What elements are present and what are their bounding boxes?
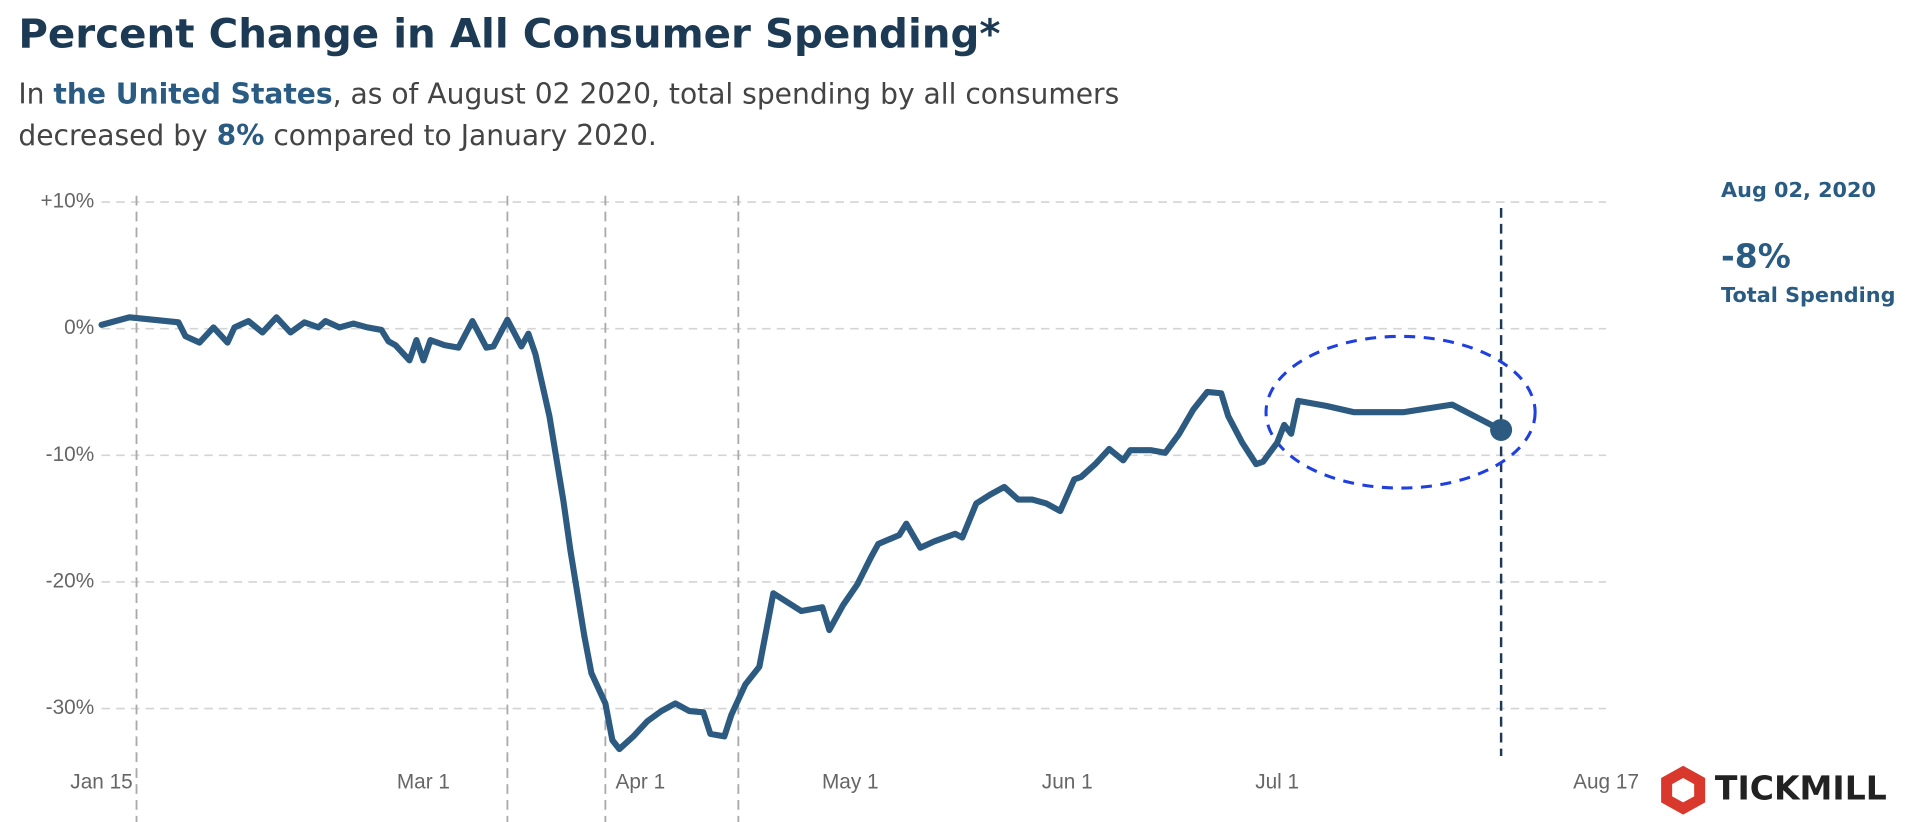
annotation-date: Aug 02, 2020 <box>1721 178 1876 202</box>
y-tick-label: -10% <box>46 443 95 466</box>
subtitle-line: decreased by 8% compared to January 2020… <box>18 119 656 152</box>
y-tick-label: -30% <box>46 696 95 719</box>
x-tick-label: May 1 <box>822 770 879 793</box>
x-tick-label: Aug 17 <box>1573 770 1639 793</box>
chart-title: Percent Change in All Consumer Spending* <box>18 11 1000 58</box>
annotation-value: -8% <box>1721 237 1791 276</box>
x-tick-label: Mar 1 <box>397 770 450 793</box>
highlight-ellipse <box>1264 334 1537 490</box>
x-tick-label: Jan 15 <box>70 770 132 793</box>
x-tick-label: Jul 1 <box>1255 770 1299 793</box>
subtitle-segment: In <box>18 77 53 110</box>
subtitle: In the United States, as of August 02 20… <box>18 77 1119 152</box>
subtitle-line: In the United States, as of August 02 20… <box>18 77 1119 110</box>
y-tick-label: -20% <box>46 569 95 592</box>
subtitle-segment: , as of August 02 2020, total spending b… <box>333 77 1120 110</box>
x-tick-label: Apr 1 <box>616 770 666 793</box>
y-tick-label: 0% <box>64 316 94 339</box>
last-point <box>1490 418 1513 441</box>
subtitle-segment: 8% <box>217 119 265 152</box>
x-tick-label: Jun 1 <box>1042 770 1093 793</box>
subtitle-segment: compared to January 2020. <box>264 119 656 152</box>
subtitle-segment: the United States <box>53 77 332 110</box>
y-tick-label: +10% <box>40 190 94 213</box>
brand-name: TICKMILL <box>1715 769 1887 808</box>
data-line <box>98 314 1505 753</box>
annotation-label: Total Spending <box>1721 283 1895 307</box>
brand-logo: TICKMILL <box>1661 765 1887 815</box>
subtitle-segment: decreased by <box>18 119 216 152</box>
